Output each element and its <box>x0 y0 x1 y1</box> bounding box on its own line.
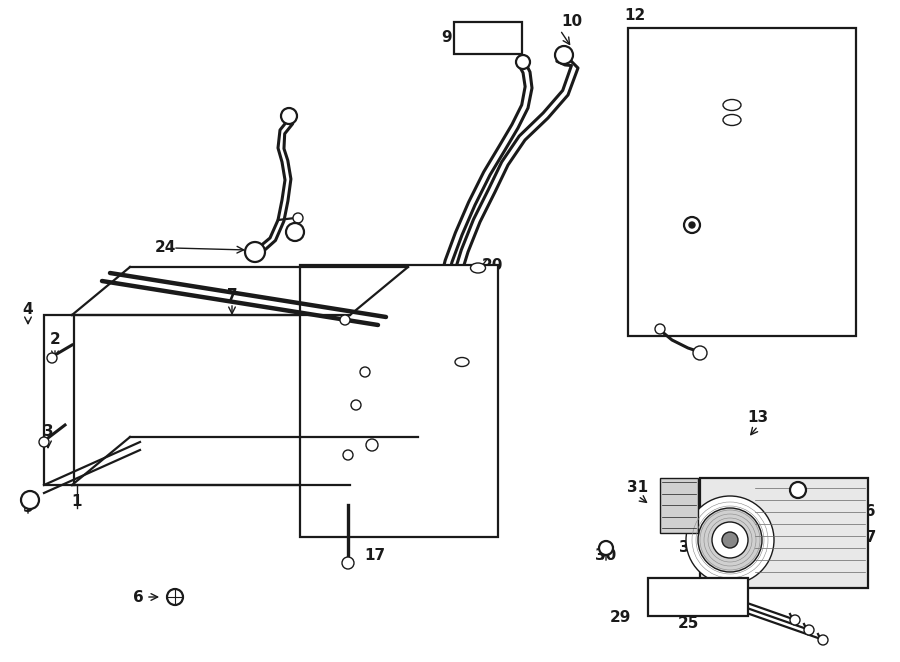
Text: 10: 10 <box>562 15 582 30</box>
Bar <box>648 578 748 616</box>
Circle shape <box>366 439 378 451</box>
Circle shape <box>722 532 738 548</box>
Circle shape <box>340 315 350 325</box>
Text: 33: 33 <box>680 540 700 555</box>
Text: 31: 31 <box>627 481 649 495</box>
Circle shape <box>689 222 695 228</box>
Text: 21: 21 <box>357 461 379 475</box>
Text: 24: 24 <box>154 240 176 256</box>
Text: 12: 12 <box>625 9 645 23</box>
Text: 27: 27 <box>855 530 877 545</box>
Bar <box>628 28 856 336</box>
Bar <box>44 315 74 485</box>
Text: 20: 20 <box>482 258 503 273</box>
Circle shape <box>790 615 800 625</box>
Text: 23: 23 <box>439 408 461 422</box>
Circle shape <box>686 496 774 584</box>
Text: 18: 18 <box>364 422 385 438</box>
Circle shape <box>343 450 353 460</box>
Text: 25: 25 <box>678 616 698 632</box>
Text: 16: 16 <box>761 140 783 156</box>
Text: 29: 29 <box>609 610 631 626</box>
Circle shape <box>655 324 665 334</box>
Circle shape <box>286 223 304 241</box>
Circle shape <box>516 55 530 69</box>
Circle shape <box>818 635 828 645</box>
Bar <box>328 320 350 480</box>
Text: 7: 7 <box>227 287 238 303</box>
Circle shape <box>47 353 57 363</box>
Text: 14: 14 <box>707 275 729 289</box>
Text: 4: 4 <box>22 303 33 318</box>
Text: 1: 1 <box>72 495 82 510</box>
Text: 3: 3 <box>42 424 53 440</box>
Text: 26: 26 <box>855 504 877 520</box>
Circle shape <box>804 625 814 635</box>
Circle shape <box>790 482 806 498</box>
Text: 13: 13 <box>747 410 769 426</box>
Bar <box>300 265 498 537</box>
Circle shape <box>39 437 49 447</box>
Circle shape <box>245 242 265 262</box>
Text: 28: 28 <box>656 600 678 616</box>
Text: 15: 15 <box>761 164 783 179</box>
Text: 17: 17 <box>364 547 385 563</box>
Circle shape <box>360 367 370 377</box>
Ellipse shape <box>455 357 469 367</box>
Ellipse shape <box>471 263 485 273</box>
Bar <box>700 478 868 588</box>
Text: 19: 19 <box>472 350 492 365</box>
Text: 32: 32 <box>817 481 839 495</box>
Text: 8: 8 <box>336 428 346 442</box>
Circle shape <box>599 541 613 555</box>
Circle shape <box>342 557 354 569</box>
Circle shape <box>351 400 361 410</box>
Circle shape <box>555 46 573 64</box>
Circle shape <box>693 346 707 360</box>
Bar <box>72 315 328 485</box>
Text: 2: 2 <box>50 332 60 348</box>
Bar <box>660 478 698 533</box>
Text: 30: 30 <box>596 547 617 563</box>
Text: 22: 22 <box>344 401 365 416</box>
Circle shape <box>712 522 748 558</box>
Circle shape <box>167 589 183 605</box>
Ellipse shape <box>723 115 741 126</box>
Circle shape <box>281 108 297 124</box>
Text: 9: 9 <box>441 30 452 46</box>
Text: 6: 6 <box>132 589 143 604</box>
Circle shape <box>293 213 303 223</box>
Circle shape <box>698 508 762 572</box>
Circle shape <box>21 491 39 509</box>
Text: 11: 11 <box>480 30 500 46</box>
Text: 18: 18 <box>374 493 396 508</box>
Ellipse shape <box>723 99 741 111</box>
Circle shape <box>684 217 700 233</box>
Text: 5: 5 <box>22 500 33 516</box>
Bar <box>454 22 522 54</box>
